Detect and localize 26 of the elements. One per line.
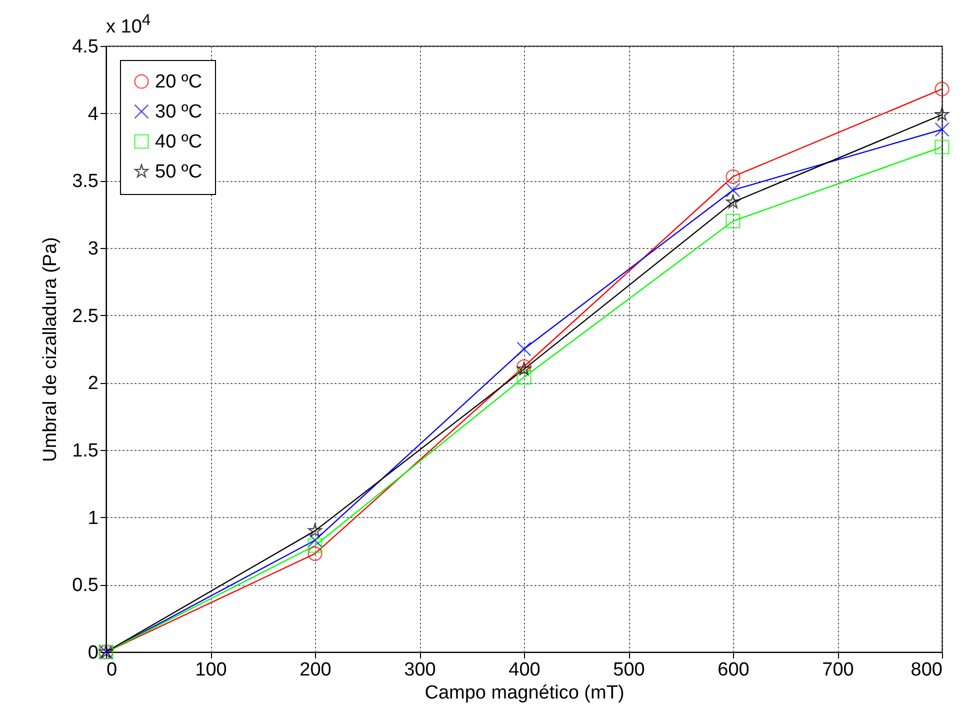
x-tick-label: 700 xyxy=(822,660,854,680)
legend-label: 20 ºC xyxy=(155,72,202,92)
y-tick-label: 1.5 xyxy=(72,440,98,462)
x-tick-label: 600 xyxy=(718,660,750,680)
x-tick-label: 0 xyxy=(106,660,118,680)
y-tick-label: 3 xyxy=(88,238,98,260)
y-tick-label: 2.5 xyxy=(72,306,98,327)
x-tick-label: 400 xyxy=(508,660,540,680)
y-tick-label: 0.5 xyxy=(72,575,98,596)
y-tick-label: 0 xyxy=(88,642,98,664)
x-tick-label: 800 xyxy=(910,660,942,680)
legend-label: 50 ºC xyxy=(155,162,202,182)
text: x 10$^{4}$ xyxy=(106,12,151,38)
x-tick-label: 100 xyxy=(195,660,227,680)
y-tick-label: 4 xyxy=(88,104,99,125)
x-tick-label: 500 xyxy=(613,660,645,680)
y-tick-label: 2 xyxy=(88,373,98,394)
y-tick-label: 4.5 xyxy=(72,36,98,58)
x-axis-title: Campo magnético (mT) xyxy=(424,682,624,704)
x-tick-label: 300 xyxy=(404,660,436,680)
x-tick-label: 200 xyxy=(300,660,332,680)
legend-label: 40 ºC xyxy=(155,132,202,152)
y-axis-title: Umbral de cizalladura (Pa) xyxy=(40,237,62,462)
y-tick-label: 1 xyxy=(88,508,98,529)
y-tick-label: 3.5 xyxy=(72,171,98,192)
legend-label: 30 ºC xyxy=(155,102,202,122)
